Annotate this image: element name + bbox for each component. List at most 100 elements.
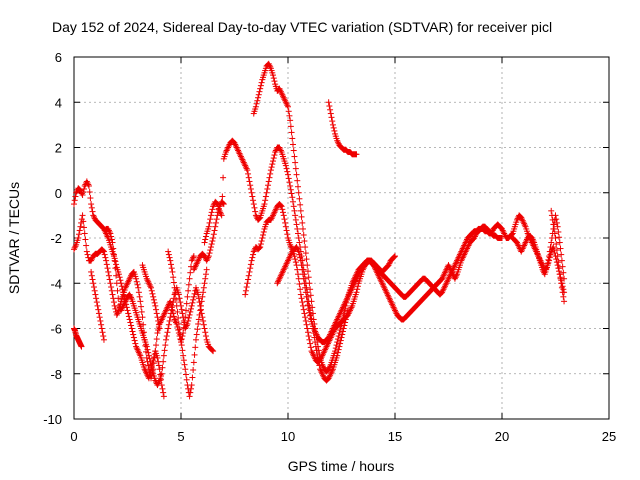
data-point: [158, 370, 165, 377]
data-point: [295, 235, 302, 241]
data-point: [166, 254, 173, 261]
data-point: [550, 221, 557, 228]
data-point: [94, 302, 101, 309]
data-point: [556, 265, 563, 272]
data-point: [548, 207, 555, 214]
data-point: [165, 325, 172, 332]
data-point: [129, 328, 136, 335]
data-point: [220, 174, 227, 181]
data-point: [102, 254, 109, 261]
data-point: [552, 235, 559, 241]
data-series: [139, 262, 163, 332]
data-point: [265, 182, 272, 189]
data-point: [553, 219, 560, 226]
data-point: [354, 286, 361, 293]
data-point: [95, 310, 102, 317]
data-point: [89, 276, 96, 283]
data-point: [165, 248, 172, 255]
x-tick-label: 0: [70, 429, 77, 444]
data-point: [207, 244, 214, 251]
data-point: [302, 244, 309, 251]
data-point: [170, 274, 177, 281]
data-point: [168, 265, 175, 272]
data-point: [242, 287, 249, 294]
data-point: [113, 280, 120, 287]
data-point: [128, 325, 135, 332]
data-point: [292, 165, 299, 172]
data-point: [153, 306, 160, 313]
data-point: [296, 195, 303, 202]
data-point: [180, 314, 187, 321]
data-point: [353, 151, 360, 158]
data-point: [304, 262, 311, 269]
data-point: [153, 310, 160, 317]
data-point: [72, 243, 79, 250]
data-point: [256, 88, 263, 95]
data-point: [101, 251, 108, 258]
data-point: [282, 219, 289, 226]
data-point: [99, 329, 106, 336]
data-point: [316, 351, 323, 358]
data-point: [194, 326, 201, 333]
data-point: [153, 342, 160, 349]
data-point: [289, 141, 296, 148]
data-point: [292, 259, 299, 266]
data-point: [250, 251, 257, 258]
data-series: [548, 207, 568, 305]
data-point: [77, 223, 84, 230]
data-point: [72, 193, 79, 200]
data-point: [266, 174, 273, 181]
data-point: [189, 256, 196, 263]
data-point: [168, 310, 175, 317]
data-point: [96, 314, 103, 321]
data-point: [278, 203, 285, 210]
data-point: [182, 307, 189, 314]
data-point: [554, 223, 561, 230]
data-point: [109, 239, 116, 246]
y-tick-label: -10: [43, 412, 62, 427]
data-point: [107, 230, 114, 237]
data-point: [205, 223, 212, 230]
data-point: [130, 331, 137, 338]
data-point: [255, 94, 262, 101]
data-point: [249, 254, 256, 261]
data-point: [106, 276, 113, 283]
data-point: [291, 153, 298, 160]
data-point: [339, 317, 346, 324]
data-point: [330, 124, 337, 131]
data-point: [556, 239, 563, 246]
data-point: [307, 315, 314, 322]
data-series: [165, 248, 210, 400]
data-point: [88, 204, 95, 211]
data-point: [280, 209, 287, 216]
data-point: [187, 305, 194, 312]
data-point: [165, 321, 172, 328]
data-point: [270, 75, 277, 82]
data-point: [153, 336, 160, 343]
data-point: [299, 299, 306, 306]
data-point: [299, 225, 306, 232]
data-point: [114, 287, 121, 294]
data-point: [299, 219, 306, 226]
data-point: [218, 212, 225, 219]
data-point: [212, 219, 219, 226]
data-point: [103, 261, 110, 268]
data-point: [183, 376, 190, 383]
data-point: [251, 204, 258, 211]
data-point: [547, 251, 554, 258]
data-point: [262, 197, 269, 204]
data-point: [108, 284, 115, 291]
data-series: [103, 225, 217, 389]
data-point: [108, 287, 115, 294]
data-point: [154, 314, 161, 321]
data-point: [163, 336, 170, 343]
data-point: [304, 298, 311, 305]
data-point: [75, 235, 82, 241]
data-point: [186, 311, 193, 318]
data-point: [309, 304, 316, 311]
data-point: [180, 357, 187, 364]
data-point: [88, 272, 95, 279]
data-point: [201, 325, 208, 332]
chart-title: Day 152 of 2024, Sidereal Day-to-day VTE…: [52, 19, 552, 35]
data-point: [181, 361, 188, 368]
